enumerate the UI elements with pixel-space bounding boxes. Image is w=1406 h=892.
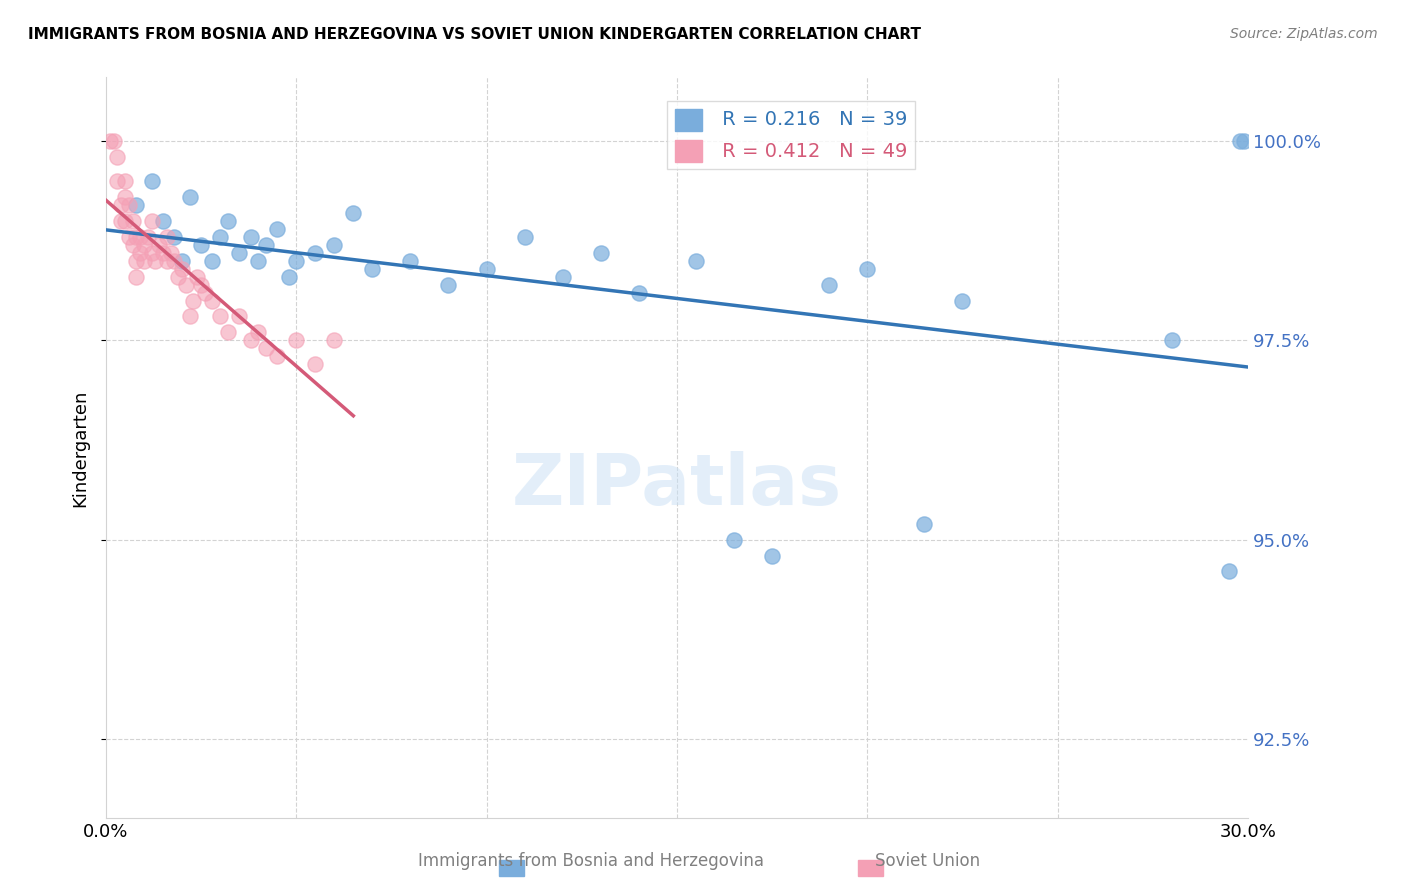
- Point: [190, 237, 212, 252]
- Point: [475, 261, 498, 276]
- Point: [856, 261, 879, 276]
- Point: [1160, 334, 1182, 348]
- Point: [156, 229, 179, 244]
- Point: [179, 190, 201, 204]
- Point: [105, 150, 128, 164]
- Point: [1229, 134, 1251, 148]
- Point: [277, 269, 299, 284]
- Point: [190, 277, 212, 292]
- Point: [201, 253, 224, 268]
- Point: [159, 245, 181, 260]
- Point: [179, 310, 201, 324]
- Text: ZIPatlas: ZIPatlas: [512, 450, 842, 519]
- Point: [254, 237, 277, 252]
- Point: [148, 237, 170, 252]
- Point: [163, 253, 186, 268]
- Point: [110, 198, 132, 212]
- Point: [152, 214, 174, 228]
- Y-axis label: Kindergarten: Kindergarten: [72, 389, 89, 507]
- Point: [114, 190, 136, 204]
- Point: [209, 310, 232, 324]
- Point: [114, 214, 136, 228]
- Point: [304, 357, 326, 371]
- Point: [141, 174, 163, 188]
- Point: [361, 261, 384, 276]
- Point: [304, 245, 326, 260]
- Point: [183, 293, 205, 308]
- Point: [121, 214, 143, 228]
- Point: [141, 214, 163, 228]
- Point: [105, 174, 128, 188]
- Point: [950, 293, 973, 308]
- Point: [121, 237, 143, 252]
- Point: [152, 245, 174, 260]
- Point: [217, 326, 239, 340]
- Point: [723, 533, 745, 547]
- Text: Source: ZipAtlas.com: Source: ZipAtlas.com: [1230, 27, 1378, 41]
- Point: [98, 134, 121, 148]
- Point: [132, 237, 155, 252]
- Point: [129, 245, 152, 260]
- Point: [194, 285, 217, 300]
- Point: [125, 269, 148, 284]
- Point: [685, 253, 707, 268]
- Point: [110, 214, 132, 228]
- Point: [145, 253, 167, 268]
- Point: [247, 253, 270, 268]
- Point: [342, 206, 364, 220]
- Point: [266, 349, 288, 363]
- Point: [266, 222, 288, 236]
- Point: [114, 174, 136, 188]
- Point: [167, 269, 190, 284]
- Point: [1233, 134, 1256, 148]
- Point: [285, 334, 308, 348]
- Point: [136, 229, 159, 244]
- Text: Soviet Union: Soviet Union: [876, 852, 980, 870]
- Point: [186, 269, 208, 284]
- Point: [170, 261, 193, 276]
- Point: [209, 229, 232, 244]
- Point: [818, 277, 841, 292]
- Point: [125, 229, 148, 244]
- Point: [285, 253, 308, 268]
- Point: [399, 253, 422, 268]
- Point: [761, 549, 783, 563]
- Point: [513, 229, 536, 244]
- Point: [239, 334, 262, 348]
- Text: IMMIGRANTS FROM BOSNIA AND HERZEGOVINA VS SOVIET UNION KINDERGARTEN CORRELATION : IMMIGRANTS FROM BOSNIA AND HERZEGOVINA V…: [28, 27, 921, 42]
- Point: [627, 285, 650, 300]
- Point: [125, 198, 148, 212]
- Point: [217, 214, 239, 228]
- Point: [254, 342, 277, 356]
- Text: Immigrants from Bosnia and Herzegovina: Immigrants from Bosnia and Herzegovina: [418, 852, 763, 870]
- Point: [228, 245, 250, 260]
- Point: [323, 334, 346, 348]
- Point: [141, 245, 163, 260]
- Point: [228, 310, 250, 324]
- Point: [132, 253, 155, 268]
- Point: [103, 134, 125, 148]
- Point: [437, 277, 460, 292]
- Point: [912, 516, 935, 531]
- Point: [239, 229, 262, 244]
- Point: [156, 253, 179, 268]
- Point: [174, 277, 197, 292]
- Point: [118, 198, 141, 212]
- Point: [118, 229, 141, 244]
- Point: [323, 237, 346, 252]
- Point: [170, 253, 193, 268]
- Point: [589, 245, 612, 260]
- Point: [125, 253, 148, 268]
- Legend:  R = 0.216   N = 39,  R = 0.412   N = 49: R = 0.216 N = 39, R = 0.412 N = 49: [668, 102, 915, 169]
- Point: [129, 229, 152, 244]
- Point: [201, 293, 224, 308]
- Point: [1218, 565, 1240, 579]
- Point: [551, 269, 574, 284]
- Point: [247, 326, 270, 340]
- Point: [163, 229, 186, 244]
